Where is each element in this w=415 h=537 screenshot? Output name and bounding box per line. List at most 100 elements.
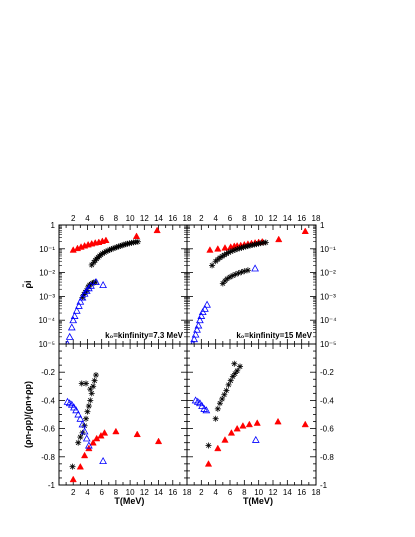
point-triangle-open xyxy=(201,304,209,312)
point-triangle-filled xyxy=(239,422,247,429)
y-tick-label: 10⁻² xyxy=(320,269,336,278)
point-asterisk xyxy=(212,415,219,422)
point-triangle-open xyxy=(69,316,78,324)
point-triangle-open xyxy=(67,400,76,408)
point-triangle-open xyxy=(76,414,85,422)
panel-annotation: k₀=kinfinity=15 MeV xyxy=(236,331,312,340)
point-triangle-filled xyxy=(301,227,309,234)
y-tick-label: 10⁻¹ xyxy=(320,245,336,254)
x-tick-label: 18 xyxy=(312,488,321,497)
y-tick-label: 1 xyxy=(51,221,56,230)
x-tick-label: 4 xyxy=(85,488,90,497)
point-triangle-open xyxy=(203,300,211,308)
y-tick-label: -0.6 xyxy=(41,425,55,434)
data-points xyxy=(191,360,309,467)
point-asterisk xyxy=(221,391,228,398)
y-tick-label: 10⁻³ xyxy=(320,292,336,301)
point-asterisk xyxy=(241,268,248,275)
x-tick-label: 16 xyxy=(297,488,306,497)
x-tick-label: 14 xyxy=(283,214,292,223)
y-tick-label: -1 xyxy=(320,481,328,490)
point-triangle-filled xyxy=(112,427,120,435)
x-tick-label: 8 xyxy=(242,488,247,497)
y-tick-label: -0.2 xyxy=(41,368,55,377)
panel-bottom-left: 2 4 6 8 10 12 14 16 18 -1 -0.8 -0.6 -0.4 -0.2 T(MeV) (ρ… xyxy=(23,343,192,506)
point-triangle-filled xyxy=(275,235,283,243)
point-triangle-open xyxy=(191,330,200,338)
point-asterisk xyxy=(209,262,216,269)
y-axis-title: (ρn-ρp)/(ρn+ρp) xyxy=(23,381,33,448)
point-triangle-open xyxy=(251,435,260,443)
point-triangle-open xyxy=(202,406,211,414)
point-triangle-filled xyxy=(253,419,261,426)
point-asterisk xyxy=(83,380,90,387)
point-triangle-open xyxy=(70,311,79,319)
point-asterisk xyxy=(262,239,269,246)
y-tick-label: 10⁻² xyxy=(39,269,55,278)
point-triangle-filled xyxy=(301,420,309,428)
point-triangle-filled xyxy=(133,430,141,438)
point-triangle-open xyxy=(193,325,201,333)
point-asterisk xyxy=(223,387,230,394)
y-tick-label: 10⁻⁵ xyxy=(320,340,336,349)
point-asterisk xyxy=(229,272,236,279)
point-triangle-filled xyxy=(100,429,109,436)
x-tick-label: 6 xyxy=(228,488,233,497)
x-tick-label: 8 xyxy=(114,488,119,497)
point-triangle-open xyxy=(67,323,76,331)
x-tick-label: 2 xyxy=(199,214,204,223)
point-triangle-open xyxy=(196,399,204,407)
y-tick-label: -1 xyxy=(48,481,56,490)
point-triangle-filled xyxy=(204,460,213,467)
y-tick-label: -0.2 xyxy=(320,368,334,377)
point-triangle-open xyxy=(70,403,78,411)
x-tick-label: 12 xyxy=(140,488,149,497)
point-asterisk xyxy=(219,395,226,402)
point-asterisk xyxy=(92,372,99,379)
point-asterisk xyxy=(75,439,82,446)
point-asterisk xyxy=(91,377,98,384)
plot-frame xyxy=(58,224,188,345)
data-points xyxy=(65,226,161,344)
x-tick-label: 4 xyxy=(213,488,218,497)
data-points xyxy=(63,372,163,483)
y-tick-label: -0.6 xyxy=(320,425,334,434)
point-asterisk xyxy=(83,415,90,422)
x-tick-label: 18 xyxy=(312,214,321,223)
point-triangle-filled xyxy=(76,462,84,470)
point-triangle-open xyxy=(99,281,107,289)
point-triangle-filled xyxy=(69,475,77,483)
point-triangle-filled xyxy=(214,444,222,452)
point-triangle-open xyxy=(194,321,203,329)
point-asterisk xyxy=(85,403,92,410)
point-triangle-open xyxy=(65,332,74,340)
point-triangle-open xyxy=(82,434,91,442)
x-tick-label: 4 xyxy=(85,214,90,223)
x-tick-label: 12 xyxy=(140,214,149,223)
x-tick-label: 6 xyxy=(99,488,104,497)
point-asterisk xyxy=(205,442,212,449)
point-triangle-filled xyxy=(245,420,253,428)
point-triangle-open xyxy=(76,297,85,305)
panel-annotation: k₀=kinfinity=7.3 MeV xyxy=(105,331,184,340)
x-tick-label: 10 xyxy=(126,488,135,497)
x-tick-label: 14 xyxy=(154,488,163,497)
point-triangle-open xyxy=(75,301,83,309)
x-axis-title: T(MeV) xyxy=(243,496,273,506)
panel-top-left: 2 4 6 8 10 12 14 16 18 10⁻⁵ 10⁻⁴ 10⁻³ 10⁻² 10⁻¹ 1 ρ̃i k₀… xyxy=(22,214,192,349)
point-asterisk xyxy=(216,400,223,407)
x-axis-title: T(MeV) xyxy=(114,496,144,506)
x-tick-label: 10 xyxy=(126,214,135,223)
point-triangle-filled xyxy=(89,438,97,446)
point-asterisk xyxy=(87,397,94,404)
x-tick-label: 4 xyxy=(213,214,218,223)
x-tick-label: 8 xyxy=(114,214,119,223)
y-tick-label: -0.8 xyxy=(41,453,55,462)
point-triangle-open xyxy=(72,406,80,414)
point-asterisk xyxy=(88,390,95,397)
y-tick-label: 10⁻⁴ xyxy=(38,316,55,325)
point-triangle-filled xyxy=(214,245,222,252)
point-triangle-open xyxy=(87,281,95,289)
point-triangle-filled xyxy=(221,244,229,251)
point-asterisk xyxy=(237,363,244,370)
